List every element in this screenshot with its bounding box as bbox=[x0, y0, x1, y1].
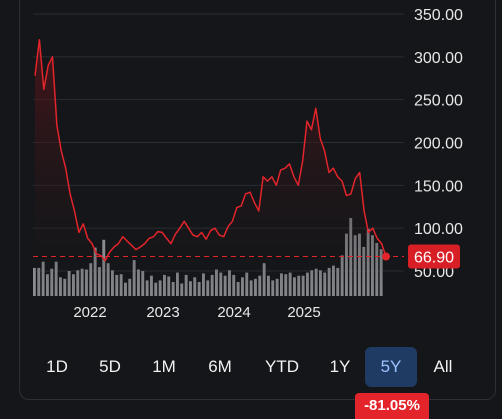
y-axis: 50.00100.00150.00200.00250.00300.00350.0… bbox=[414, 7, 463, 281]
range-button-ytd[interactable]: YTD bbox=[265, 357, 299, 376]
y-tick-label: 150.00 bbox=[414, 178, 463, 195]
y-tick-label: 200.00 bbox=[414, 136, 463, 153]
current-price-dot bbox=[382, 252, 390, 261]
price-line bbox=[34, 38, 387, 262]
current-price-label: 66.90 bbox=[414, 250, 454, 267]
volume-bar bbox=[33, 267, 36, 296]
x-tick-label: 2024 bbox=[217, 304, 250, 321]
chart-card bbox=[19, 0, 496, 400]
range-button-1y[interactable]: 1Y bbox=[329, 357, 351, 376]
range-button-all[interactable]: All bbox=[433, 357, 453, 376]
range-button-5y[interactable]: 5Y bbox=[365, 347, 417, 387]
x-axis: 2022 2023 2024 2025 bbox=[73, 304, 320, 321]
y-tick-label: 250.00 bbox=[414, 93, 463, 110]
range-selector: 1D 5D 1M 6M YTD 1Y 5Y All bbox=[32, 347, 472, 387]
range-button-6m[interactable]: 6M bbox=[208, 357, 232, 376]
x-tick-label: 2022 bbox=[73, 304, 106, 321]
range-button-1m[interactable]: 1M bbox=[152, 357, 176, 376]
x-tick-label: 2023 bbox=[146, 304, 179, 321]
y-tick-label: 300.00 bbox=[414, 50, 463, 67]
x-tick-label: 2025 bbox=[287, 304, 320, 321]
y-tick-label: 100.00 bbox=[414, 221, 463, 238]
current-price-badge: 66.90 bbox=[408, 244, 460, 269]
range-button-5d[interactable]: 5D bbox=[99, 357, 121, 376]
range-button-1d[interactable]: 1D bbox=[46, 357, 68, 376]
price-area bbox=[35, 39, 386, 296]
change-percent-badge: -81.05% bbox=[355, 393, 429, 419]
y-tick-label: 350.00 bbox=[414, 7, 463, 24]
